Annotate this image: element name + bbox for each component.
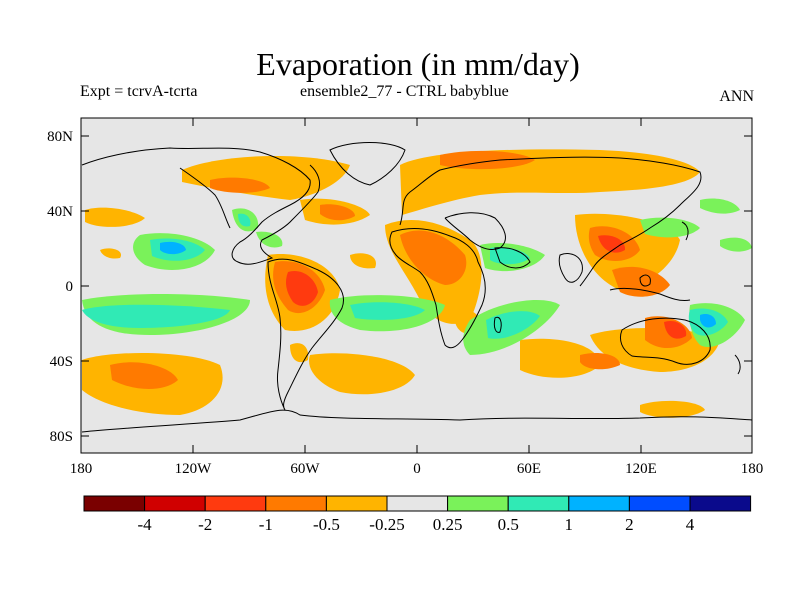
- colorbar-labels: -4 -2 -1 -0.5 -0.25 0.25 0.5 1 2 4: [138, 515, 695, 534]
- colorbar-box: [325, 495, 388, 512]
- lon-tick-label: 60E: [517, 461, 541, 477]
- colorbar-box: [689, 495, 752, 512]
- colorbar-label: -0.25: [369, 515, 404, 534]
- ensemble-label: ensemble2_77 - CTRL babyblue: [300, 83, 509, 100]
- lat-tick-label: 40N: [47, 204, 73, 220]
- colorbar-label: 2: [625, 515, 634, 534]
- evaporation-field: [82, 149, 752, 418]
- colorbar-box: [628, 495, 691, 512]
- lat-tick-label: 80N: [47, 129, 73, 145]
- lon-tick-label: 180: [741, 461, 764, 477]
- lon-tick-label: 180: [70, 461, 93, 477]
- lat-tick-label: 0: [66, 279, 74, 295]
- colorbar-box: [568, 495, 630, 512]
- colorbar-label: 1: [565, 515, 574, 534]
- lon-tick-label: 120E: [625, 461, 657, 477]
- coastlines: [81, 142, 752, 433]
- colorbar-box: [83, 495, 146, 512]
- experiment-label: Expt = tcrvA-tcrta: [80, 83, 198, 100]
- colorbar-label: 0.5: [498, 515, 519, 534]
- lon-tick-label: 120W: [175, 461, 213, 477]
- lat-tick-label: 40S: [50, 354, 73, 370]
- lon-tick-label: 0: [413, 461, 421, 477]
- latitude-axis: 80N 40N 0 40S 80S: [47, 129, 752, 445]
- colorbar-label: -1: [259, 515, 273, 534]
- colorbar: [83, 495, 752, 512]
- colorbar-box: [204, 495, 267, 512]
- colorbar-label: -4: [138, 515, 153, 534]
- season-label: ANN: [719, 88, 754, 105]
- colorbar-box: [265, 495, 327, 512]
- longitude-axis: 180 120W 60W 0 60E 120E 180: [70, 118, 764, 477]
- colorbar-box: [507, 495, 570, 512]
- colorbar-box: [386, 495, 449, 512]
- colorbar-label: 0.25: [433, 515, 463, 534]
- colorbar-box: [447, 495, 509, 512]
- colorbar-box: [144, 495, 206, 512]
- lat-tick-label: 80S: [50, 429, 73, 445]
- colorbar-label: 4: [686, 515, 695, 534]
- colorbar-label: -0.5: [313, 515, 340, 534]
- plot-title: Evaporation (in mm/day): [256, 46, 580, 82]
- lon-tick-label: 60W: [290, 461, 320, 477]
- colorbar-label: -2: [198, 515, 212, 534]
